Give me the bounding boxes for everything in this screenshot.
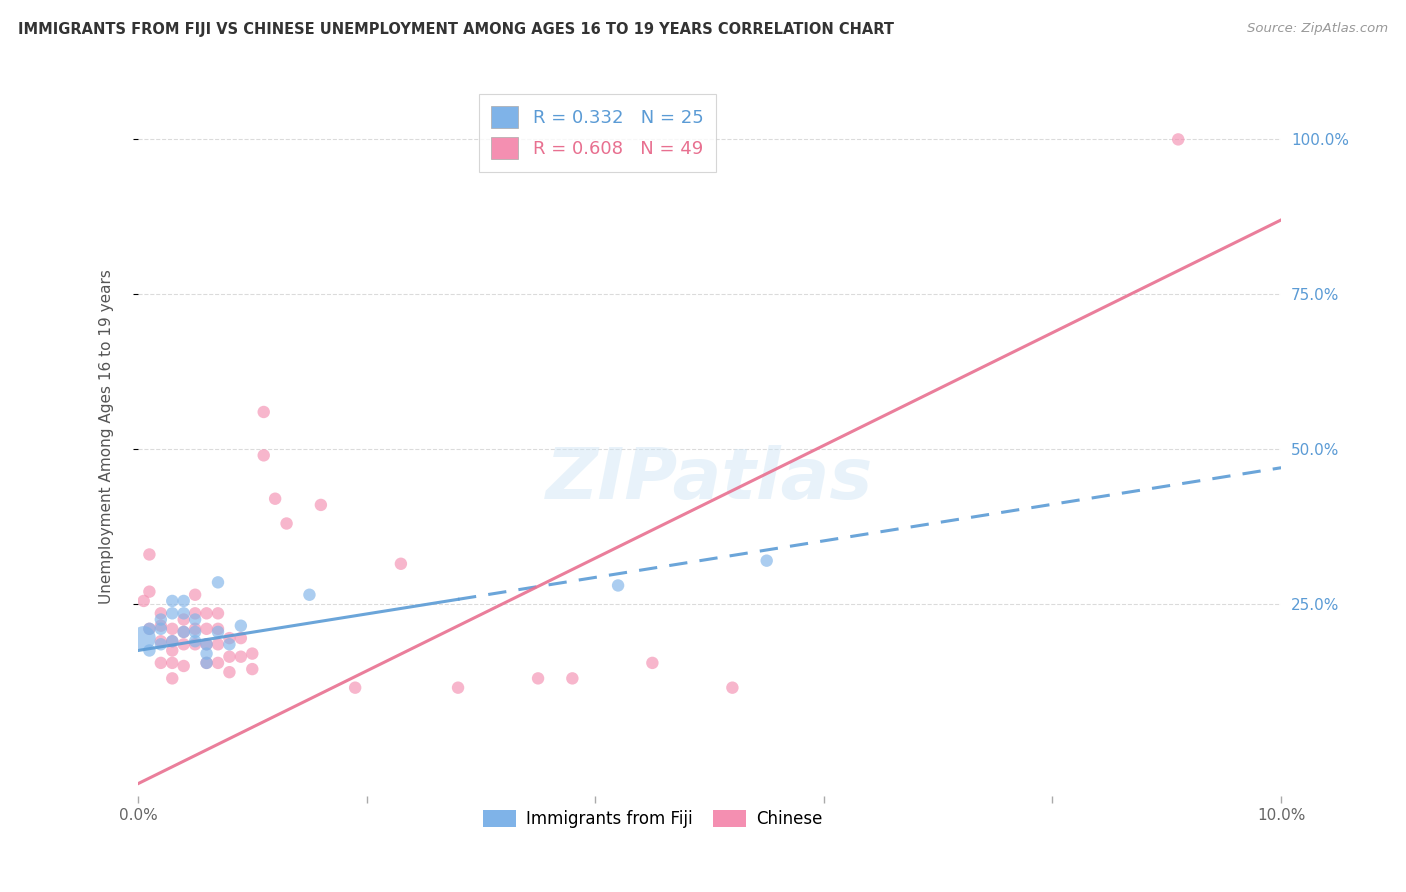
Text: IMMIGRANTS FROM FIJI VS CHINESE UNEMPLOYMENT AMONG AGES 16 TO 19 YEARS CORRELATI: IMMIGRANTS FROM FIJI VS CHINESE UNEMPLOY… <box>18 22 894 37</box>
Point <box>162 622 184 636</box>
Point <box>207 656 229 670</box>
Point <box>138 548 160 562</box>
Point <box>195 647 218 661</box>
Text: ZIPatlas: ZIPatlas <box>546 445 873 515</box>
Point <box>195 637 218 651</box>
Point <box>195 607 218 621</box>
Point <box>162 656 184 670</box>
Point <box>253 405 276 419</box>
Point <box>173 613 195 627</box>
Point <box>195 622 218 636</box>
Point <box>195 637 218 651</box>
Point <box>641 656 664 670</box>
Point <box>149 634 172 648</box>
Point <box>184 588 207 602</box>
Point <box>162 594 184 608</box>
Point <box>184 607 207 621</box>
Point <box>173 624 195 639</box>
Point <box>195 656 218 670</box>
Point <box>184 634 207 648</box>
Point <box>138 622 160 636</box>
Point <box>207 637 229 651</box>
Point <box>132 631 155 645</box>
Point <box>149 618 172 632</box>
Point <box>138 643 160 657</box>
Point <box>149 607 172 621</box>
Point <box>264 491 287 506</box>
Point <box>184 637 207 651</box>
Point <box>218 649 240 664</box>
Point <box>173 637 195 651</box>
Point <box>276 516 298 531</box>
Point <box>218 631 240 645</box>
Point <box>240 662 263 676</box>
Point <box>195 656 218 670</box>
Point <box>207 607 229 621</box>
Point <box>561 672 583 686</box>
Point <box>240 647 263 661</box>
Point <box>309 498 332 512</box>
Legend: Immigrants from Fiji, Chinese: Immigrants from Fiji, Chinese <box>475 803 830 835</box>
Point <box>162 607 184 621</box>
Point <box>173 607 195 621</box>
Point <box>1167 132 1189 146</box>
Point <box>173 594 195 608</box>
Point <box>344 681 367 695</box>
Point <box>207 575 229 590</box>
Point <box>149 637 172 651</box>
Point <box>298 588 321 602</box>
Point <box>162 634 184 648</box>
Y-axis label: Unemployment Among Ages 16 to 19 years: Unemployment Among Ages 16 to 19 years <box>100 269 114 604</box>
Point <box>138 622 160 636</box>
Point <box>721 681 744 695</box>
Point <box>162 643 184 657</box>
Point <box>184 622 207 636</box>
Point <box>207 622 229 636</box>
Point <box>607 578 630 592</box>
Point <box>527 672 550 686</box>
Point <box>162 634 184 648</box>
Point <box>138 584 160 599</box>
Point <box>207 624 229 639</box>
Point <box>184 624 207 639</box>
Point <box>149 622 172 636</box>
Point <box>389 557 412 571</box>
Text: Source: ZipAtlas.com: Source: ZipAtlas.com <box>1247 22 1388 36</box>
Point <box>229 618 252 632</box>
Point <box>218 637 240 651</box>
Point <box>149 613 172 627</box>
Point <box>253 448 276 462</box>
Point <box>173 624 195 639</box>
Point <box>162 672 184 686</box>
Point <box>229 631 252 645</box>
Point <box>447 681 470 695</box>
Point <box>755 554 778 568</box>
Point <box>218 665 240 680</box>
Point <box>149 656 172 670</box>
Point <box>132 594 155 608</box>
Point <box>173 659 195 673</box>
Point <box>184 613 207 627</box>
Point <box>229 649 252 664</box>
